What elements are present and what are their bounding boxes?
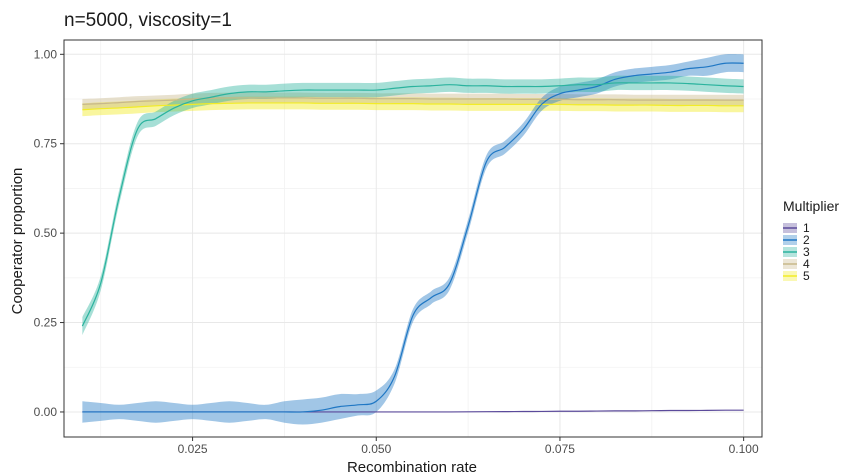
y-tick-label: 0.50 [34,226,58,240]
confidence-band-3 [82,75,744,336]
y-tick-label: 0.75 [34,137,58,151]
legend-label-1: 1 [803,221,810,235]
legend-label-5: 5 [803,269,810,283]
y-axis-title: Cooperator proportion [9,168,26,315]
series-line-4 [82,97,744,105]
legend-title: Multiplier [783,198,839,214]
x-tick-label: 0.075 [545,442,575,456]
confidence-band-5 [82,96,744,117]
legend-label-3: 3 [803,245,810,259]
panel-border [63,39,763,438]
y-tick-label: 0.00 [34,405,58,419]
legend-label-2: 2 [803,233,810,247]
x-tick-label: 0.025 [178,442,208,456]
x-tick-label: 0.050 [361,442,391,456]
plot-area: 0.025 0.050 0.075 0.100 0.00 0.25 0.50 0.75 1.00 [34,39,763,456]
x-tick-label: 0.100 [729,442,759,456]
legend-label-4: 4 [803,257,810,271]
series-line-3 [81,82,744,327]
chart-title: n=5000, viscosity=1 [64,10,232,31]
series-line-5 [82,102,744,111]
confidence-band-4 [82,92,744,110]
y-tick-label: 1.00 [34,47,58,61]
x-axis-title: Recombination rate [347,459,477,475]
series-line-2 [82,62,744,413]
y-tick-label: 0.25 [34,316,58,330]
